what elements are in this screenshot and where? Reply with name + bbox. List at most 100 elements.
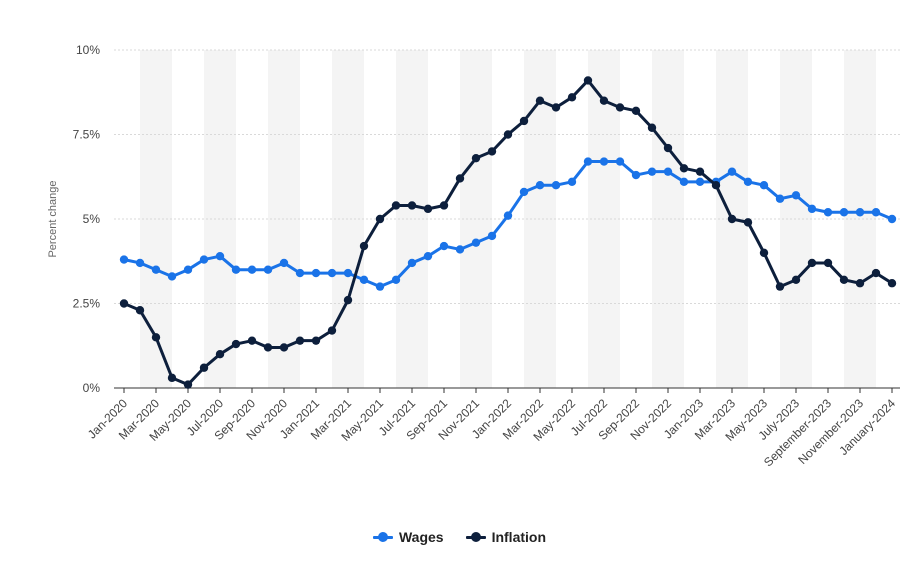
wages-point bbox=[295, 268, 305, 278]
wages-point bbox=[535, 181, 545, 190]
inflation-point bbox=[183, 380, 193, 389]
wages-point bbox=[423, 251, 433, 261]
inflation-point bbox=[695, 167, 705, 176]
inflation-point bbox=[471, 153, 481, 163]
wages-point bbox=[391, 275, 401, 285]
inflation-point bbox=[263, 343, 273, 352]
inflation-point bbox=[135, 306, 145, 315]
inflation-point bbox=[871, 268, 881, 278]
wages-point bbox=[375, 282, 385, 291]
wages-point bbox=[215, 251, 225, 261]
wages-point bbox=[183, 265, 193, 274]
inflation-point bbox=[231, 339, 241, 349]
wages-point bbox=[135, 258, 145, 268]
wages-legend-marker bbox=[372, 531, 393, 543]
wages-point bbox=[263, 265, 273, 274]
inflation-point bbox=[119, 299, 129, 308]
inflation-point bbox=[855, 279, 865, 288]
inflation-point bbox=[631, 106, 641, 116]
inflation-point bbox=[359, 241, 369, 251]
wages-point bbox=[119, 255, 129, 264]
inflation-legend-marker bbox=[465, 531, 486, 543]
inflation-point bbox=[711, 181, 721, 190]
inflation-point bbox=[535, 96, 545, 105]
inflation-point bbox=[679, 164, 689, 173]
legend: Wages Inflation bbox=[0, 529, 919, 545]
inflation-point bbox=[215, 350, 225, 359]
series-layer bbox=[119, 76, 897, 389]
legend-item-inflation[interactable]: Inflation bbox=[465, 529, 547, 545]
wages-point bbox=[503, 211, 513, 220]
inflation-point bbox=[327, 326, 337, 335]
inflation-point bbox=[151, 333, 161, 342]
wages-point bbox=[887, 214, 897, 224]
wages-point bbox=[871, 208, 881, 217]
inflation-point bbox=[311, 336, 321, 345]
wages-point bbox=[343, 268, 353, 278]
inflation-point bbox=[775, 282, 785, 291]
legend-item-wages[interactable]: Wages bbox=[372, 529, 444, 545]
wages-point bbox=[199, 255, 209, 264]
inflation-point bbox=[663, 143, 673, 153]
inflation-point bbox=[439, 201, 449, 210]
x-axis-ticks: Jan-2020Mar-2020May-2020Jul-2020Sep-2020… bbox=[85, 388, 898, 469]
series-inflation bbox=[119, 76, 897, 389]
wages-point bbox=[583, 157, 593, 166]
wages-point bbox=[471, 238, 481, 247]
inflation-point bbox=[583, 76, 593, 85]
inflation-point bbox=[887, 279, 897, 288]
wages-point bbox=[647, 167, 657, 176]
inflation-point bbox=[647, 123, 657, 132]
inflation-point bbox=[199, 363, 209, 372]
inflation-point bbox=[551, 103, 561, 112]
inflation-point bbox=[455, 174, 465, 183]
wages-point bbox=[663, 167, 673, 176]
x-tick-label: January-2024 bbox=[836, 396, 898, 458]
wages-point bbox=[359, 275, 369, 285]
wages-point bbox=[151, 265, 161, 274]
wages-point bbox=[487, 231, 497, 241]
wages-point bbox=[839, 208, 849, 217]
wages-point bbox=[279, 258, 289, 268]
wages-point bbox=[519, 187, 529, 197]
inflation-point bbox=[791, 275, 801, 285]
inflation-point bbox=[487, 147, 497, 156]
y-tick-label: 5% bbox=[83, 212, 101, 226]
legend-label-wages: Wages bbox=[398, 529, 444, 545]
inflation-point bbox=[807, 258, 817, 268]
wages-point bbox=[439, 241, 449, 251]
inflation-point bbox=[423, 204, 433, 214]
inflation-point bbox=[743, 218, 753, 227]
wages-point bbox=[551, 181, 561, 190]
inflation-point bbox=[839, 275, 849, 285]
wages-point bbox=[615, 157, 625, 166]
wages-point bbox=[743, 177, 753, 187]
y-axis-ticks: 0% 2.5% 5% 7.5% 10% bbox=[73, 43, 101, 395]
inflation-point bbox=[759, 248, 769, 257]
legend-label-inflation: Inflation bbox=[491, 529, 547, 545]
inflation-point bbox=[599, 96, 609, 105]
y-tick-label: 10% bbox=[76, 43, 100, 57]
wages-point bbox=[791, 191, 801, 200]
inflation-point bbox=[279, 343, 289, 352]
inflation-point bbox=[519, 116, 529, 126]
inflation-point bbox=[375, 214, 385, 224]
inflation-point bbox=[295, 336, 305, 345]
wages-point bbox=[231, 265, 241, 274]
y-axis-title: Percent change bbox=[47, 180, 59, 257]
wages-point bbox=[567, 177, 577, 187]
wages-point bbox=[631, 170, 641, 180]
y-tick-label: 0% bbox=[83, 381, 101, 395]
wages-point bbox=[455, 245, 465, 254]
wages-point bbox=[599, 157, 609, 166]
inflation-point bbox=[167, 373, 177, 383]
wages-point bbox=[327, 268, 337, 278]
series-wages bbox=[119, 157, 897, 291]
inflation-point bbox=[567, 93, 577, 102]
wages-point bbox=[695, 177, 705, 187]
inflation-line bbox=[122, 78, 894, 387]
inflation-point bbox=[823, 258, 833, 268]
wages-point bbox=[247, 265, 257, 274]
inflation-point bbox=[247, 336, 257, 345]
